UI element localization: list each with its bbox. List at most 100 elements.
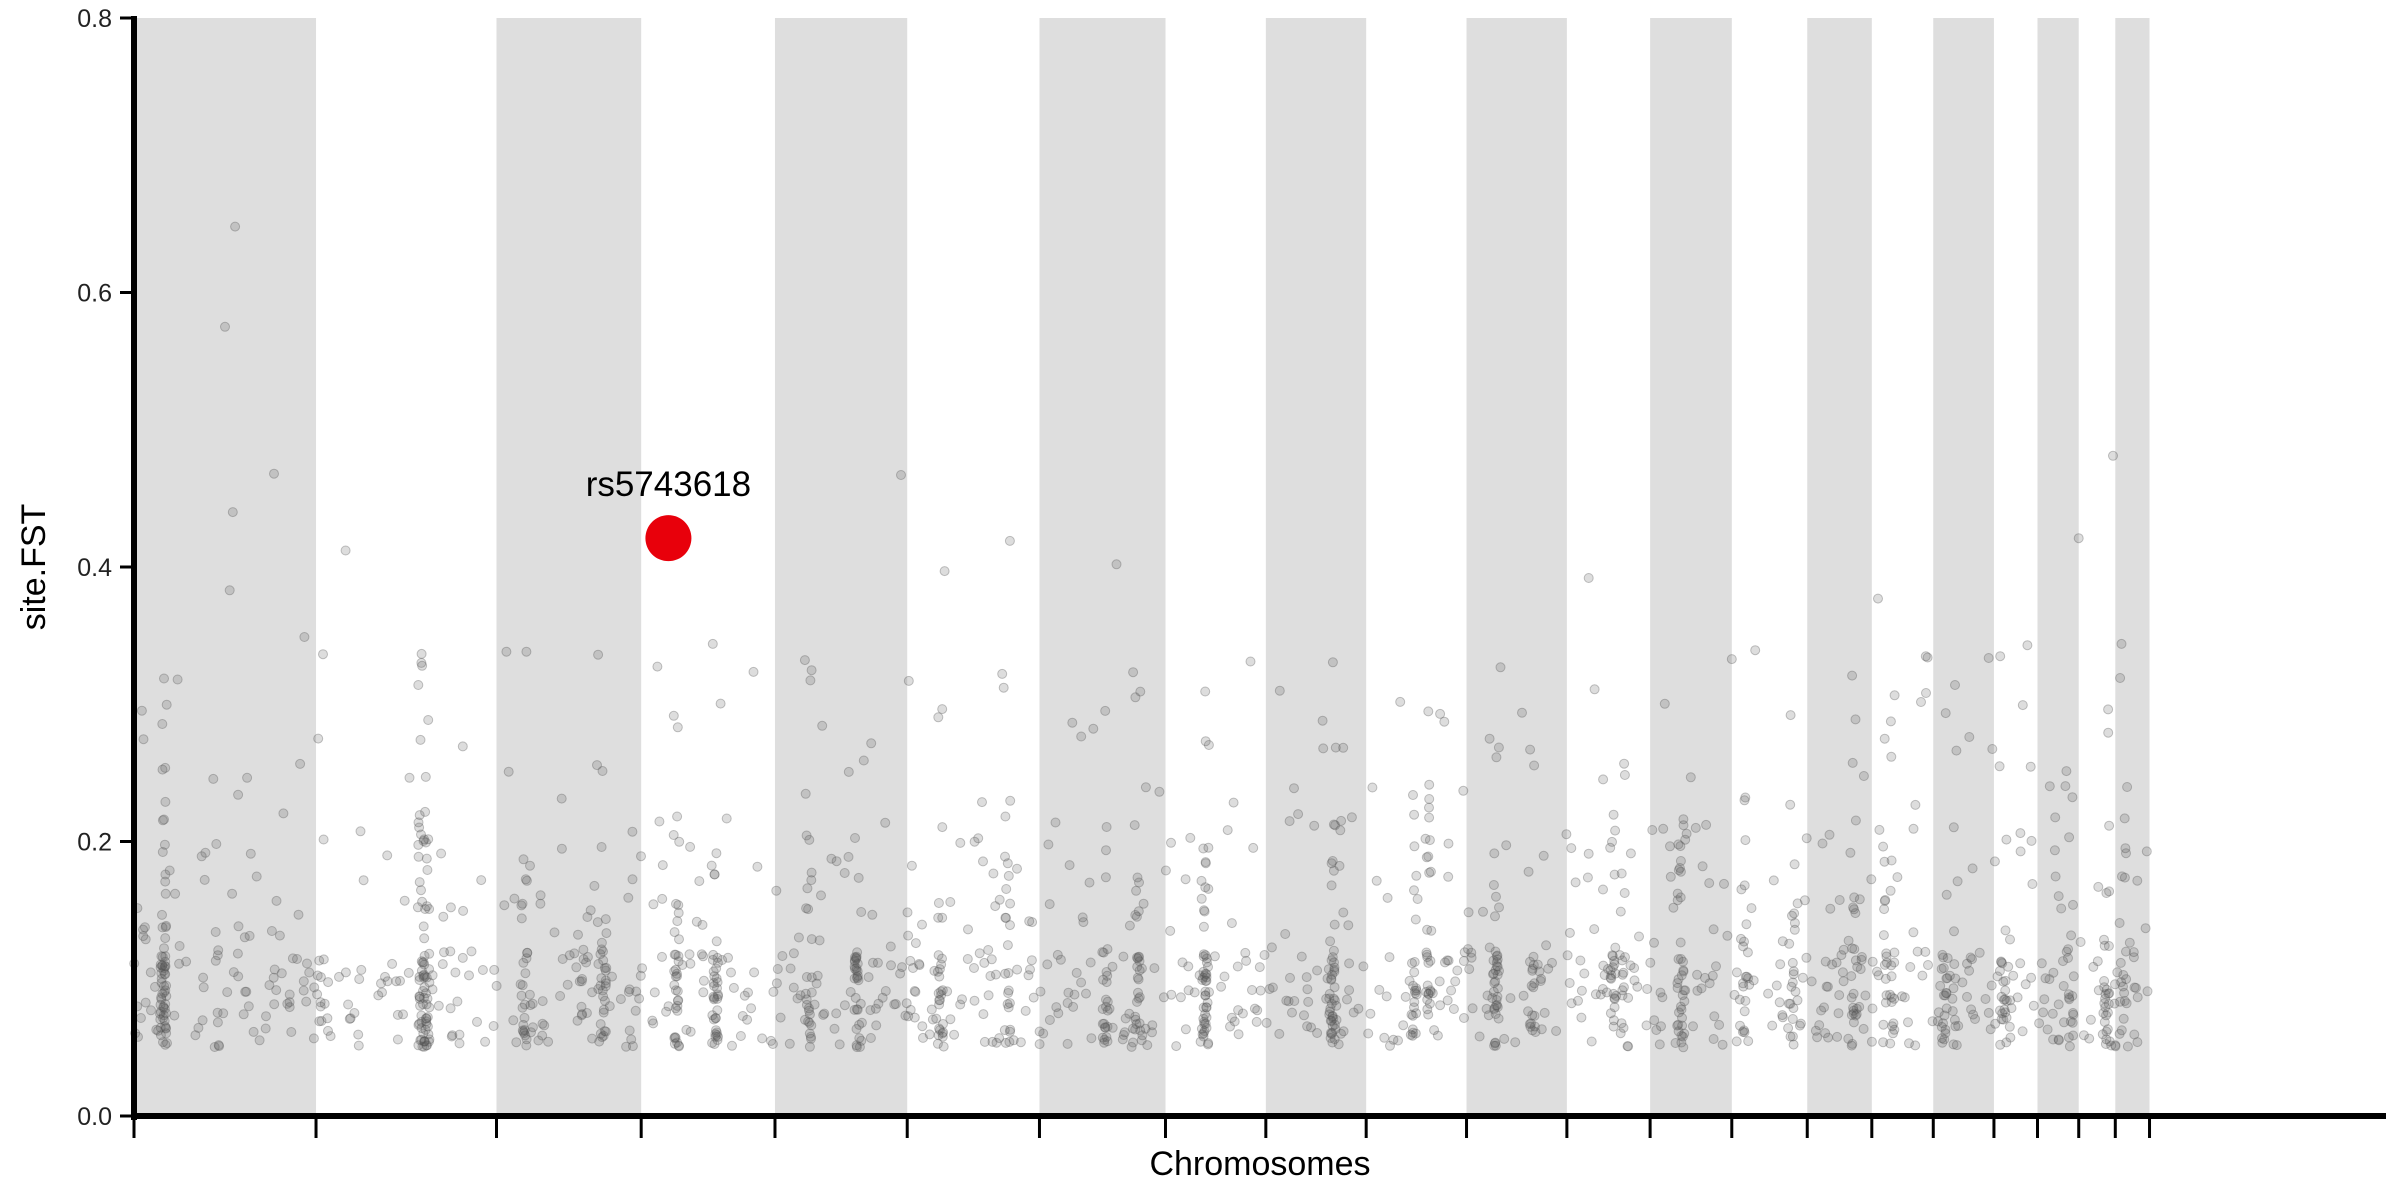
data-point — [1336, 815, 1347, 826]
data-point — [491, 980, 502, 991]
data-point — [156, 992, 167, 1003]
data-point — [1004, 535, 1015, 546]
data-point — [1200, 986, 1211, 997]
data-point — [674, 1041, 684, 1052]
data-point — [522, 947, 533, 958]
data-point — [1201, 957, 1212, 968]
data-point — [1062, 1038, 1073, 1049]
data-point — [670, 1003, 681, 1014]
data-point — [1301, 972, 1312, 983]
data-point — [1610, 942, 1621, 953]
data-point — [1326, 974, 1337, 985]
data-point — [1786, 981, 1797, 992]
data-point — [543, 1036, 554, 1047]
data-point — [1879, 959, 1890, 970]
data-point — [889, 999, 900, 1010]
data-point — [413, 851, 424, 862]
data-point — [1912, 946, 1923, 957]
data-point — [2121, 998, 2132, 1009]
data-point — [886, 960, 896, 971]
data-point — [227, 888, 238, 899]
data-point — [1321, 993, 1332, 1004]
data-point — [1128, 1023, 1138, 1034]
data-point — [598, 1030, 609, 1041]
y-tick-label: 0.2 — [77, 829, 112, 857]
data-point — [937, 985, 948, 996]
data-point — [1097, 947, 1108, 958]
data-point — [1656, 1021, 1666, 1032]
data-point — [1833, 1008, 1844, 1019]
data-point — [1327, 657, 1338, 668]
data-point — [1598, 884, 1608, 895]
data-point — [1852, 961, 1863, 972]
data-point — [1490, 1038, 1500, 1049]
data-point — [1850, 908, 1861, 919]
data-point — [1198, 972, 1209, 983]
data-point — [598, 946, 608, 957]
data-point — [1201, 969, 1212, 980]
data-point — [934, 995, 945, 1005]
data-point — [937, 953, 947, 964]
data-point — [978, 1009, 989, 1020]
data-point — [1735, 1020, 1745, 1031]
data-point — [1938, 1018, 1948, 1029]
data-point — [1941, 889, 1952, 900]
data-point — [1198, 966, 1209, 977]
data-point — [1570, 877, 1581, 888]
data-point — [2068, 899, 2078, 910]
data-point — [1774, 997, 1785, 1008]
data-point — [421, 999, 432, 1010]
data-point — [1625, 848, 1636, 859]
data-point — [1850, 1010, 1861, 1021]
data-point — [1729, 989, 1740, 1000]
data-point — [1324, 1009, 1335, 1020]
data-point — [373, 990, 384, 1001]
data-point — [1541, 940, 1552, 951]
data-point — [804, 834, 815, 845]
data-point — [1289, 996, 1300, 1006]
data-point — [1134, 1018, 1145, 1029]
data-point — [1676, 1030, 1687, 1041]
data-point — [707, 1010, 718, 1021]
data-point — [593, 959, 604, 969]
data-point — [829, 1023, 840, 1034]
data-point — [519, 1028, 530, 1039]
data-point — [1240, 947, 1251, 958]
data-point — [1393, 1035, 1403, 1046]
data-point — [1371, 875, 1382, 886]
data-point — [433, 1000, 444, 1011]
data-point — [413, 839, 424, 850]
data-point — [414, 971, 425, 982]
data-point — [233, 971, 244, 982]
data-point — [596, 973, 607, 984]
data-point — [415, 734, 426, 745]
data-point — [2026, 972, 2037, 983]
data-point — [1424, 998, 1435, 1009]
data-point — [1219, 971, 1230, 982]
data-point — [806, 867, 817, 878]
data-point — [2099, 982, 2110, 993]
data-point — [1200, 990, 1211, 1001]
data-point — [672, 995, 683, 1006]
data-point — [853, 872, 864, 883]
data-point — [2047, 1008, 2058, 1019]
data-point — [1879, 856, 1890, 867]
data-point — [752, 861, 763, 872]
data-point — [1562, 950, 1573, 961]
data-point — [1200, 990, 1211, 1001]
data-point — [1634, 931, 1644, 942]
data-point — [1491, 752, 1502, 763]
data-point — [1886, 751, 1897, 762]
highlight-point — [645, 515, 692, 562]
data-point — [672, 811, 683, 822]
data-point — [710, 1013, 721, 1024]
data-point — [1999, 994, 2009, 1005]
data-point — [696, 949, 707, 960]
data-point — [2078, 1030, 2089, 1041]
data-point — [1704, 878, 1715, 889]
data-point — [1950, 973, 1961, 984]
data-point — [1665, 841, 1675, 852]
data-point — [160, 956, 171, 967]
data-point — [962, 954, 973, 964]
